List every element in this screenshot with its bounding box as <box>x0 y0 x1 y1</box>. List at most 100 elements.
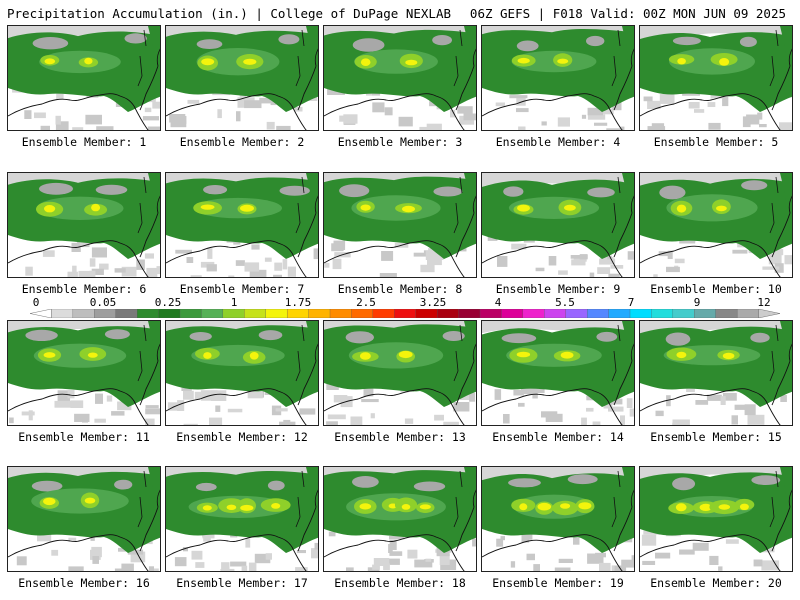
light-precip-cell <box>503 414 510 424</box>
light-precip-cell <box>314 542 318 550</box>
ensemble-member-map <box>639 466 793 572</box>
light-precip-cell <box>389 551 403 556</box>
state-border <box>769 470 779 528</box>
colorbar-segment <box>694 309 717 318</box>
max-precip-cell <box>699 503 712 511</box>
state-border <box>295 29 305 87</box>
max-precip-cell <box>676 204 687 213</box>
colorbar-segment <box>394 309 417 318</box>
light-precip-cell <box>183 423 198 425</box>
light-precip-cell <box>195 562 205 568</box>
light-precip-cell <box>595 552 606 558</box>
light-precip-cell <box>541 121 547 126</box>
light-precip-cell <box>600 257 614 263</box>
ensemble-member-map <box>481 466 635 572</box>
light-precip-cell <box>150 568 159 571</box>
ensemble-member-map <box>323 172 477 278</box>
max-precip-cell <box>739 503 749 510</box>
ensemble-member-label: Ensemble Member: 10 <box>650 282 782 296</box>
colorbar-tick-label: 1.75 <box>284 296 312 309</box>
light-precip-cell <box>254 553 271 564</box>
light-precip-cell <box>579 254 588 260</box>
precip-map <box>8 467 160 571</box>
colorbar-segment <box>586 309 610 318</box>
map-title: Precipitation Accumulation (in.) | Colle… <box>7 6 452 21</box>
gap-region <box>39 182 73 195</box>
light-precip-cell <box>603 402 613 409</box>
colorbar-segment <box>629 309 652 318</box>
light-precip-cell <box>641 534 657 546</box>
coastline <box>166 48 318 130</box>
light-precip-cell <box>557 117 570 127</box>
light-precip-cell <box>9 417 14 424</box>
light-precip-cell <box>146 267 158 277</box>
ensemble-member-map <box>639 172 793 278</box>
ensemble-member-map <box>7 466 161 572</box>
colorbar-segment <box>565 309 588 318</box>
ensemble-member-map <box>7 25 161 131</box>
precip-map <box>640 26 792 130</box>
colorbar-min-arrow <box>30 309 52 318</box>
light-precip-cell <box>720 396 726 405</box>
light-precip-cell <box>244 262 260 272</box>
colorbar-segment <box>501 309 524 318</box>
light-precip-cell <box>230 561 247 567</box>
light-precip-cell <box>513 390 524 396</box>
light-precip-cell <box>554 567 571 571</box>
light-precip-cell <box>510 561 516 568</box>
ensemble-member-label: Ensemble Member: 8 <box>337 282 463 296</box>
state-border <box>453 324 463 382</box>
coastline <box>166 195 318 277</box>
light-precip-cell <box>407 549 418 559</box>
green-precip-band <box>166 325 318 407</box>
light-precip-cell <box>744 404 756 416</box>
ensemble-member-label: Ensemble Member: 18 <box>334 576 466 590</box>
precip-map <box>482 321 634 425</box>
light-precip-cell <box>16 556 27 566</box>
light-precip-cell <box>521 534 530 543</box>
light-precip-cell <box>121 563 134 571</box>
light-precip-cell <box>722 392 737 401</box>
light-precip-cell <box>592 421 601 425</box>
ensemble-member-map <box>481 172 635 278</box>
light-precip-cell <box>194 391 209 400</box>
colorbar-segment <box>608 309 631 318</box>
gap-region <box>587 187 615 198</box>
run-valid-time: 06Z GEFS | F018 Valid: 00Z MON JUN 09 20… <box>469 6 786 21</box>
colorbar-segment <box>458 309 481 318</box>
precip-map <box>482 467 634 571</box>
light-precip-cell <box>642 560 656 565</box>
colorbar-segment <box>244 309 267 318</box>
light-precip-cell <box>589 272 595 277</box>
light-precip-cell <box>428 248 434 253</box>
light-precip-cell <box>78 270 91 277</box>
colorbar-segment <box>265 309 288 318</box>
light-precip-cell <box>672 419 690 425</box>
gap-region <box>31 480 63 492</box>
max-precip-cell <box>43 352 56 358</box>
gap-region <box>750 332 770 343</box>
light-precip-cell <box>361 399 379 403</box>
light-precip-cell <box>21 411 35 416</box>
light-precip-cell <box>144 253 154 259</box>
ensemble-member-map <box>481 320 635 426</box>
light-precip-cell <box>327 414 346 420</box>
light-precip-cell <box>241 565 248 571</box>
coastline <box>324 48 476 130</box>
colorbar-tick-label: 12 <box>757 296 771 309</box>
coastline <box>8 343 160 425</box>
light-precip-cell <box>520 384 537 395</box>
ensemble-member-label: Ensemble Member: 6 <box>21 282 147 296</box>
light-precip-cell <box>692 542 709 551</box>
coastal-precip <box>780 26 792 82</box>
colorbar-segment <box>479 309 502 318</box>
colorbar-tick-label: 5.5 <box>555 296 575 309</box>
ensemble-member-label: Ensemble Member: 1 <box>21 135 147 149</box>
ensemble-member-label: Ensemble Member: 14 <box>492 430 624 444</box>
light-precip-cell <box>570 255 588 259</box>
light-precip-cell <box>245 538 251 548</box>
light-precip-cell <box>94 418 106 423</box>
coastal-precip <box>148 321 160 377</box>
ensemble-member-map <box>323 466 477 572</box>
ensemble-member-label: Ensemble Member: 20 <box>650 576 782 590</box>
